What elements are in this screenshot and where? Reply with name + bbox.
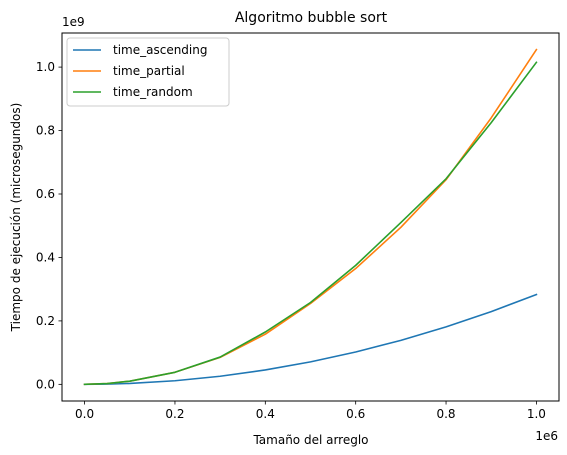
- x-tick-label: 0.4: [256, 407, 275, 421]
- x-axis-ticks: 0.0 0.2 0.4 0.6 0.8 1.0: [75, 401, 546, 421]
- y-axis-label: Tiempo de ejecución (microsegundos): [9, 103, 23, 333]
- plot-area-frame: [61, 32, 560, 402]
- legend-entry: time_partial: [113, 64, 185, 78]
- legend-box: [66, 37, 230, 107]
- x-tick-label: 0.8: [436, 407, 455, 421]
- y-tick-label: 0.8: [36, 124, 55, 138]
- y-tick-label: 0.2: [36, 314, 55, 328]
- y-tick-label: 0.4: [36, 250, 55, 264]
- x-axis-label: Tamaño del arreglo: [252, 433, 368, 447]
- y-axis-offset-label: 1e9: [62, 15, 85, 29]
- series-lines: [83, 48, 538, 386]
- legend-entry: time_random: [113, 85, 193, 99]
- legend: time_ascending time_partial time_random: [66, 37, 230, 107]
- y-tick-label: 1.0: [36, 60, 55, 74]
- x-tick-label: 1.0: [527, 407, 546, 421]
- x-tick-label: 0.0: [75, 407, 94, 421]
- x-tick-label: 0.6: [346, 407, 365, 421]
- series-line-time-ascending: [83, 293, 538, 386]
- series-line-time-random: [83, 61, 538, 386]
- y-tick-label: 0.0: [36, 377, 55, 391]
- y-tick-label: 0.6: [36, 187, 55, 201]
- y-axis-ticks: 0.0 0.2 0.4 0.6 0.8 1.0: [36, 60, 62, 391]
- chart-title: Algoritmo bubble sort: [235, 10, 388, 26]
- legend-entry: time_ascending: [113, 43, 207, 57]
- x-axis-offset-label: 1e6: [535, 429, 558, 443]
- x-tick-label: 0.2: [165, 407, 184, 421]
